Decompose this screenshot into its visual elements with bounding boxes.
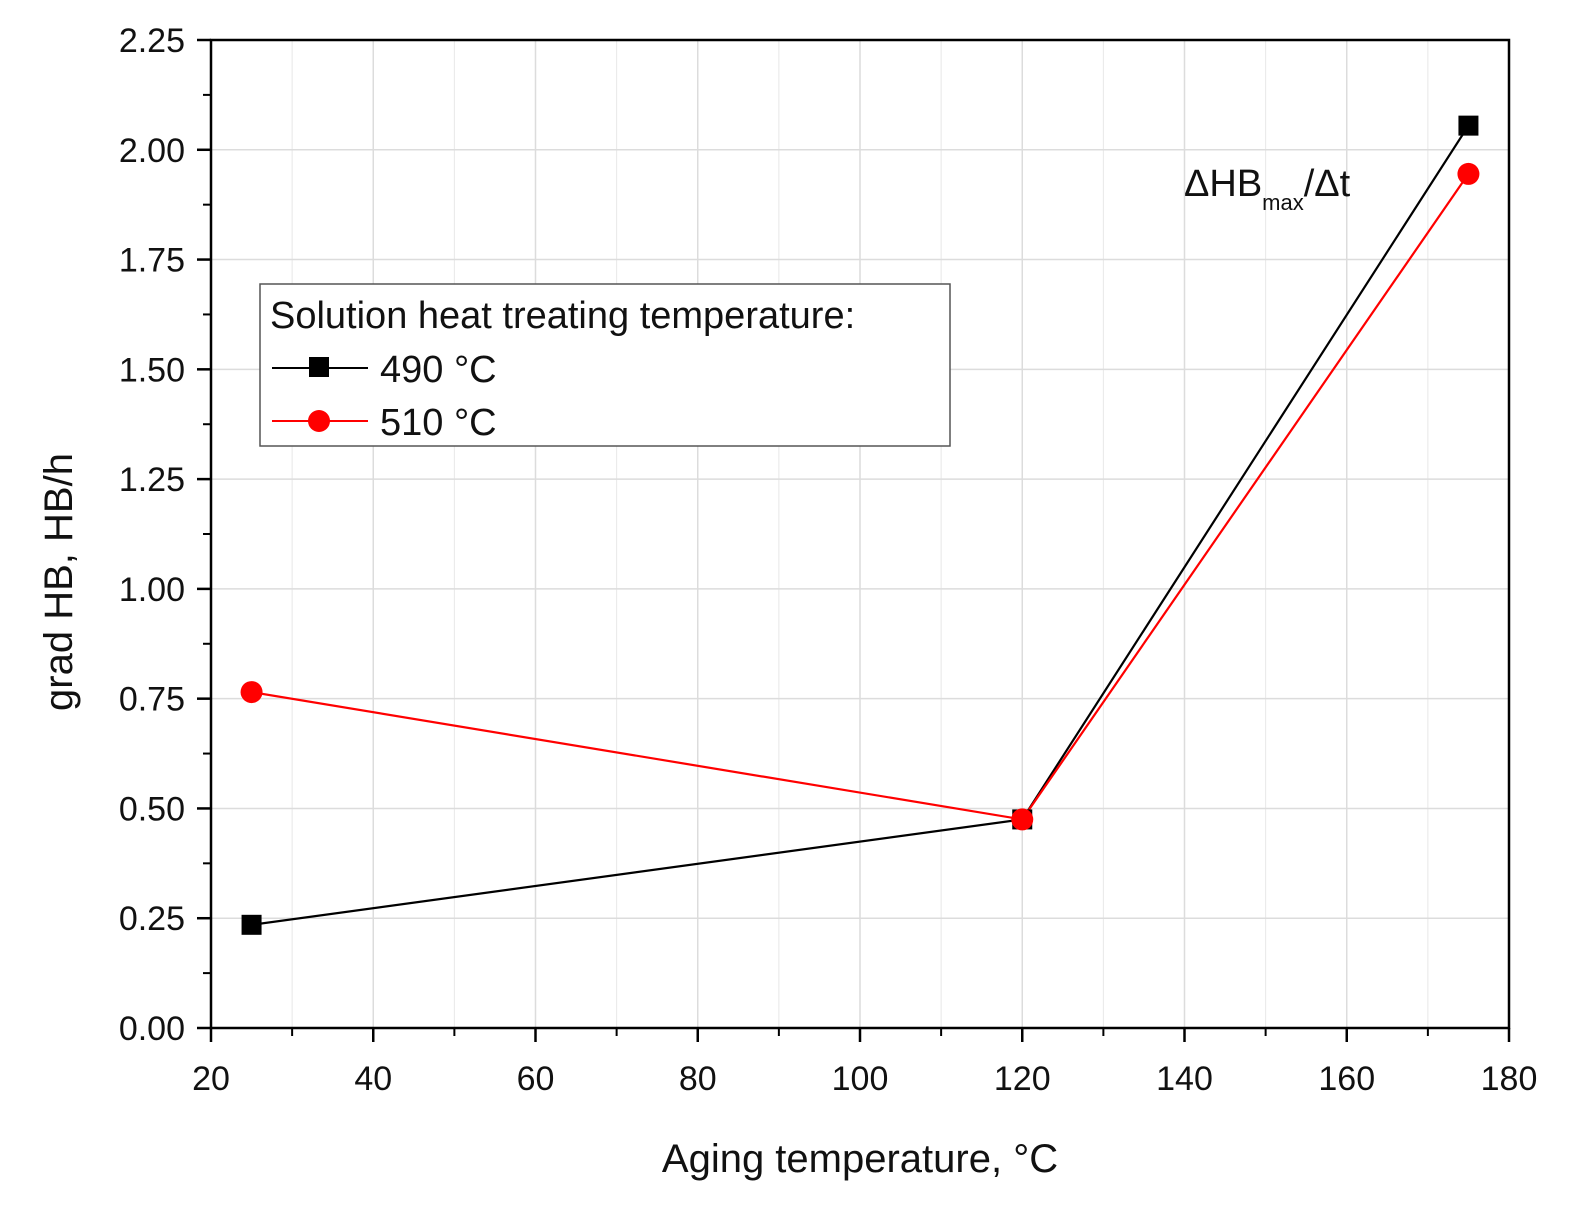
- legend-label-510: 510 °C: [380, 402, 497, 444]
- y-tick-label: 0.00: [119, 1010, 185, 1048]
- legend-marker-490: [309, 357, 329, 377]
- x-tick-label: 40: [354, 1060, 392, 1098]
- legend-box: [259, 283, 951, 447]
- x-tick-label: 20: [192, 1060, 230, 1098]
- series-layer: [240, 115, 1480, 935]
- y-tick-label: 1.75: [119, 242, 185, 280]
- y-tick-label: 0.25: [119, 900, 185, 938]
- y-tick-label: 1.50: [119, 351, 185, 389]
- annotation-subscript: max: [1262, 190, 1304, 215]
- x-tick-label: 100: [832, 1060, 889, 1098]
- x-tick-label: 80: [679, 1060, 717, 1098]
- y-tick-label: 2.25: [119, 22, 185, 60]
- x-tick-label: 60: [517, 1060, 555, 1098]
- annotation-suffix: /Δt: [1304, 163, 1351, 205]
- x-tick-label: 180: [1481, 1060, 1538, 1098]
- data-point-510c: [1011, 808, 1034, 831]
- data-point-490c: [1458, 115, 1479, 136]
- axis-ticks: [197, 38, 1511, 1042]
- data-point-490c: [241, 914, 262, 935]
- y-tick-label: 0.75: [119, 681, 185, 719]
- data-point-510c: [1457, 162, 1480, 185]
- tick-labels: 20 40 60 80 100 120 140 160 180 0.00 0.25 0.50 0.75 1…: [119, 22, 1538, 1098]
- y-tick-label: 2.00: [119, 132, 185, 170]
- legend-label-490: 490 °C: [380, 349, 497, 391]
- y-tick-label: 1.25: [119, 461, 185, 499]
- annotation-prefix: ΔHB: [1184, 163, 1262, 205]
- x-tick-label: 140: [1156, 1060, 1213, 1098]
- legend-marker-510: [308, 410, 330, 432]
- max-gradient-annotation: ΔHBmax/Δt: [1184, 163, 1351, 215]
- x-tick-label: 160: [1318, 1060, 1375, 1098]
- y-axis-title: grad HB, HB/h: [37, 453, 81, 711]
- data-point-510c: [240, 681, 263, 704]
- legend: Solution heat treating temperature: 490 …: [259, 283, 951, 447]
- y-tick-label: 0.50: [119, 790, 185, 828]
- x-axis-title: Aging temperature, °C: [662, 1137, 1058, 1181]
- x-tick-label: 120: [994, 1060, 1051, 1098]
- y-tick-label: 1.00: [119, 571, 185, 609]
- legend-title: Solution heat treating temperature:: [270, 295, 855, 337]
